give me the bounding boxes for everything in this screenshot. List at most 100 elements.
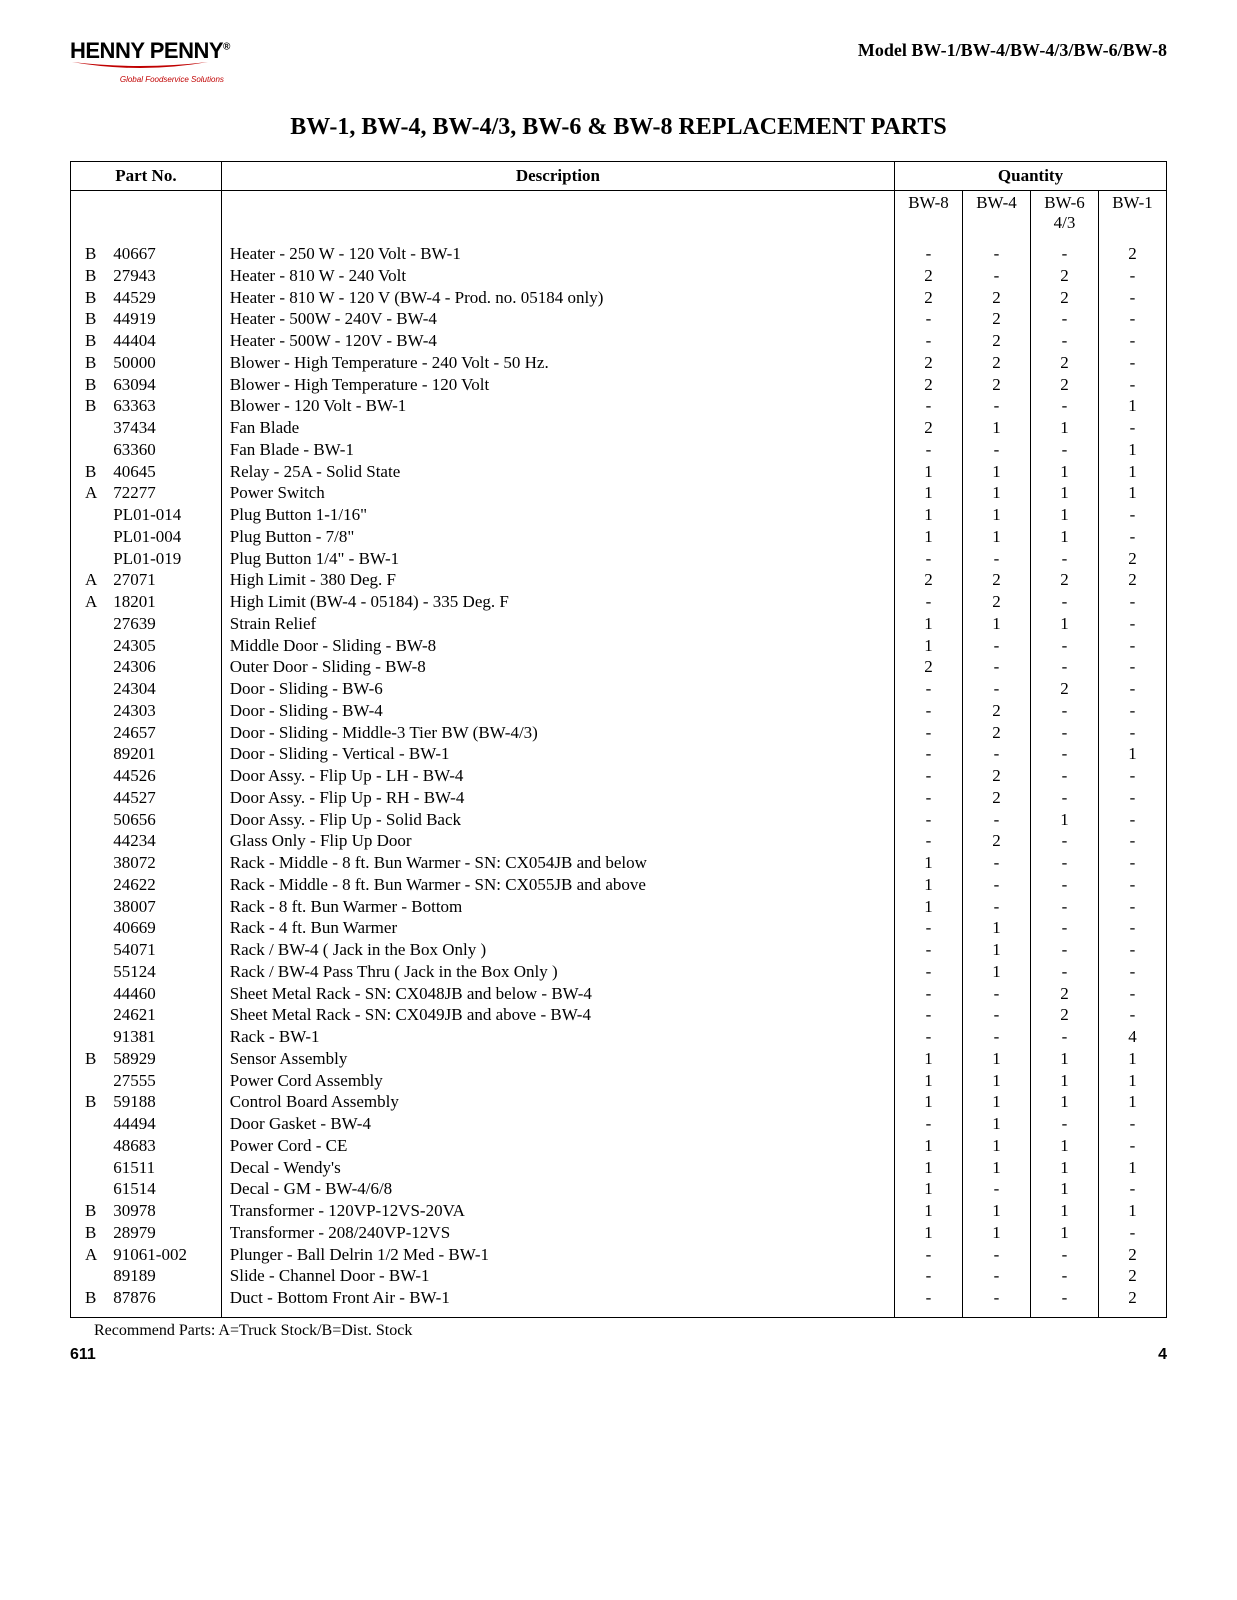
stock-code: [71, 830, 106, 852]
stock-code: [71, 613, 106, 635]
qty-bw4: 2: [963, 330, 1031, 352]
table-row: A91061-002Plunger - Ball Delrin 1/2 Med …: [71, 1244, 1167, 1266]
stock-code: B: [71, 308, 106, 330]
table-row: 61514Decal - GM - BW-4/6/81-1-: [71, 1178, 1167, 1200]
qty-bw6: 2: [1031, 1004, 1099, 1026]
part-number: 44529: [105, 287, 221, 309]
stock-code: [71, 896, 106, 918]
stock-code: B: [71, 374, 106, 396]
table-row: B40645Relay - 25A - Solid State1111: [71, 461, 1167, 483]
part-number: 24657: [105, 722, 221, 744]
registered-mark: ®: [223, 42, 230, 53]
qty-bw8: 1: [895, 482, 963, 504]
qty-bw4: -: [963, 635, 1031, 657]
part-description: Door Gasket - BW-4: [221, 1113, 894, 1135]
part-description: Fan Blade: [221, 417, 894, 439]
stock-code: A: [71, 1244, 106, 1266]
qty-bw1: 1: [1099, 439, 1167, 461]
qty-bw4: 1: [963, 939, 1031, 961]
part-number: 44526: [105, 765, 221, 787]
part-number: PL01-004: [105, 526, 221, 548]
part-number: 54071: [105, 939, 221, 961]
qty-bw4: 2: [963, 352, 1031, 374]
qty-bw8: -: [895, 678, 963, 700]
qty-bw1: -: [1099, 939, 1167, 961]
part-description: Door Assy. - Flip Up - RH - BW-4: [221, 787, 894, 809]
qty-bw8: -: [895, 330, 963, 352]
qty-bw4: -: [963, 852, 1031, 874]
part-description: Sheet Metal Rack - SN: CX048JB and below…: [221, 983, 894, 1005]
qty-bw4: 1: [963, 1048, 1031, 1070]
qty-bw6: 2: [1031, 352, 1099, 374]
qty-bw8: 1: [895, 613, 963, 635]
qty-bw6: 2: [1031, 983, 1099, 1005]
qty-bw6: 1: [1031, 1157, 1099, 1179]
part-number: 24305: [105, 635, 221, 657]
qty-bw6: 1: [1031, 526, 1099, 548]
table-row: 50656Door Assy. - Flip Up - Solid Back--…: [71, 809, 1167, 831]
part-number: 58929: [105, 1048, 221, 1070]
part-description: Plug Button 1-1/16": [221, 504, 894, 526]
part-description: Power Switch: [221, 482, 894, 504]
qty-bw8: -: [895, 939, 963, 961]
qty-bw1: 2: [1099, 548, 1167, 570]
qty-bw4: 1: [963, 1070, 1031, 1092]
table-row: 24303Door - Sliding - BW-4-2--: [71, 700, 1167, 722]
logo-main-text: HENNY PENNY: [70, 38, 223, 63]
qty-bw6: 1: [1031, 1091, 1099, 1113]
part-description: Door - Sliding - Vertical - BW-1: [221, 743, 894, 765]
stock-code: B: [71, 1091, 106, 1113]
part-number: 59188: [105, 1091, 221, 1113]
table-row: B50000Blower - High Temperature - 240 Vo…: [71, 352, 1167, 374]
qty-bw6: 1: [1031, 1178, 1099, 1200]
part-description: Rack / BW-4 Pass Thru ( Jack in the Box …: [221, 961, 894, 983]
qty-bw4: 1: [963, 482, 1031, 504]
table-row: 27639Strain Relief111-: [71, 613, 1167, 635]
qty-bw6: -: [1031, 656, 1099, 678]
qty-bw8: 1: [895, 1157, 963, 1179]
qty-bw4: 2: [963, 787, 1031, 809]
table-row: 48683Power Cord - CE111-: [71, 1135, 1167, 1157]
part-description: Glass Only - Flip Up Door: [221, 830, 894, 852]
table-row: PL01-014Plug Button 1-1/16"111-: [71, 504, 1167, 526]
stock-code: [71, 743, 106, 765]
stock-code: A: [71, 591, 106, 613]
part-number: 24303: [105, 700, 221, 722]
stock-code: [71, 1265, 106, 1287]
part-description: Door - Sliding - Middle-3 Tier BW (BW-4/…: [221, 722, 894, 744]
part-number: 44460: [105, 983, 221, 1005]
qty-bw4: 1: [963, 1135, 1031, 1157]
qty-bw4: 1: [963, 1222, 1031, 1244]
logo: HENNY PENNY® Global Foodservice Solution…: [70, 40, 230, 84]
qty-bw4: -: [963, 439, 1031, 461]
stock-code: [71, 1113, 106, 1135]
qty-bw6: -: [1031, 722, 1099, 744]
part-number: 63363: [105, 395, 221, 417]
stock-code: [71, 656, 106, 678]
qty-bw8: -: [895, 308, 963, 330]
table-row: 24306Outer Door - Sliding - BW-82---: [71, 656, 1167, 678]
part-number: 61514: [105, 1178, 221, 1200]
qty-bw1: -: [1099, 1178, 1167, 1200]
part-description: Heater - 810 W - 120 V (BW-4 - Prod. no.…: [221, 287, 894, 309]
qty-bw4: -: [963, 265, 1031, 287]
qty-bw1: -: [1099, 352, 1167, 374]
qty-bw6: 1: [1031, 482, 1099, 504]
table-row: 44234Glass Only - Flip Up Door-2--: [71, 830, 1167, 852]
part-number: 91061-002: [105, 1244, 221, 1266]
qty-bw6: -: [1031, 765, 1099, 787]
qty-bw8: -: [895, 1113, 963, 1135]
stock-code: [71, 417, 106, 439]
part-description: High Limit (BW-4 - 05184) - 335 Deg. F: [221, 591, 894, 613]
stock-code: [71, 917, 106, 939]
part-description: Decal - Wendy's: [221, 1157, 894, 1179]
qty-bw6: 1: [1031, 1135, 1099, 1157]
qty-bw1: -: [1099, 287, 1167, 309]
table-row: 54071Rack / BW-4 ( Jack in the Box Only …: [71, 939, 1167, 961]
part-description: Control Board Assembly: [221, 1091, 894, 1113]
qty-bw8: 1: [895, 1048, 963, 1070]
qty-bw1: -: [1099, 983, 1167, 1005]
part-description: Rack / BW-4 ( Jack in the Box Only ): [221, 939, 894, 961]
qty-bw8: -: [895, 395, 963, 417]
stock-code: B: [71, 461, 106, 483]
